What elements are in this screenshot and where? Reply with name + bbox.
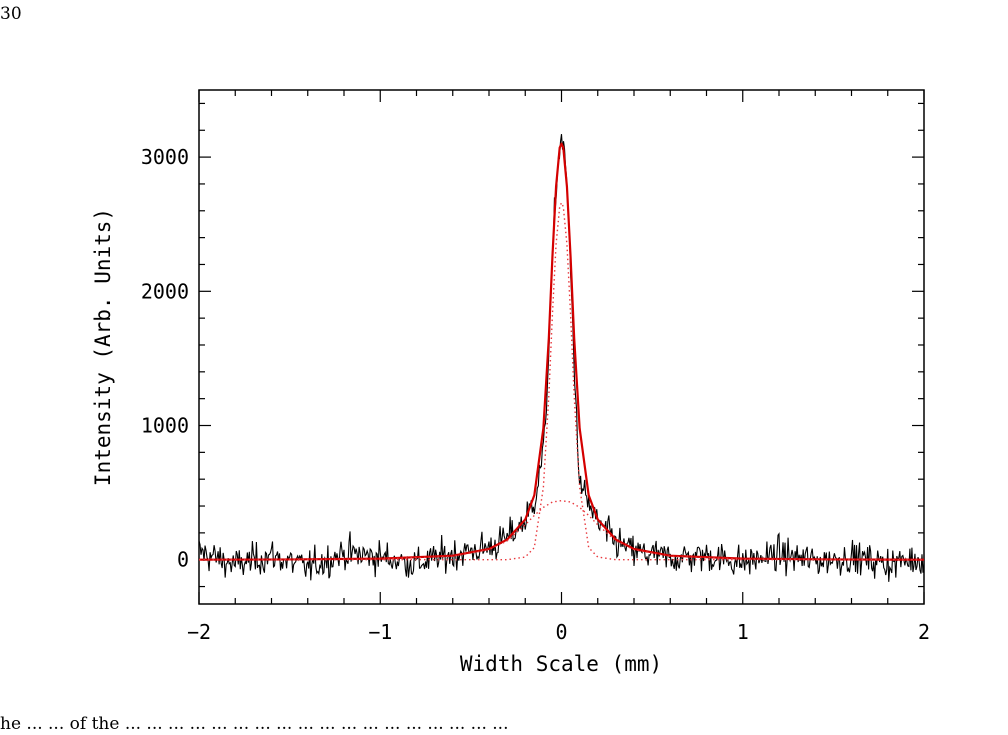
- y-tick-label: 1000: [141, 414, 189, 438]
- plot-frame: [198, 89, 925, 605]
- y-tick-label: 0: [177, 548, 189, 572]
- x-tick-label: 2: [918, 620, 930, 644]
- data-series-line: [199, 134, 924, 582]
- x-tick-label: −2: [187, 620, 211, 644]
- tick-marks: [198, 90, 925, 604]
- series-group: [199, 134, 924, 582]
- page-number: 30: [0, 4, 22, 24]
- line-chart: −2 −1 0 1 2 0 1000 2000 3000 Width Scale (mm) In…: [91, 89, 930, 676]
- x-tick-label: 1: [737, 620, 749, 644]
- x-axis-label: Width Scale (mm): [460, 652, 662, 676]
- caption-fragment: he ... ... of the ... ... ... ... ... ..…: [0, 714, 509, 734]
- y-tick-label: 3000: [141, 145, 189, 169]
- y-tick-label: 2000: [141, 279, 189, 303]
- component-series-line: [199, 499, 924, 561]
- x-tick-label: 0: [555, 620, 567, 644]
- axes: [198, 89, 925, 605]
- tick-labels: −2 −1 0 1 2 0 1000 2000 3000: [141, 145, 930, 644]
- component-series-line: [199, 201, 924, 561]
- fit-series-line: [199, 142, 924, 561]
- y-axis-label: Intensity (Arb. Units): [91, 208, 115, 486]
- x-tick-label: −1: [368, 620, 392, 644]
